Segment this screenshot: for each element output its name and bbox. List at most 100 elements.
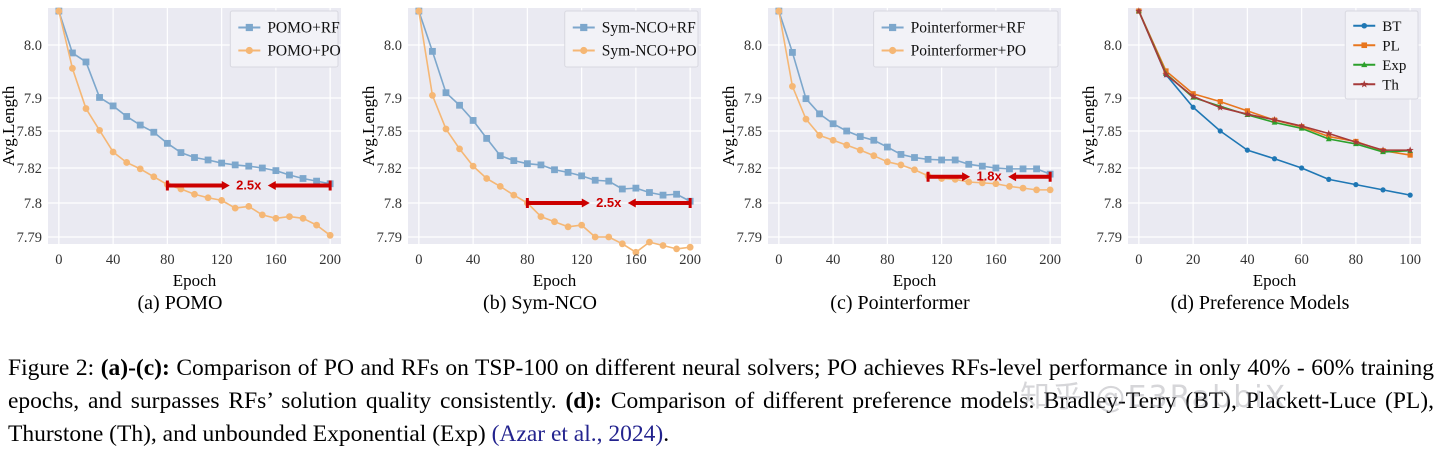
data-marker-triangle xyxy=(1271,119,1278,125)
chart-panel-d: 8.0 7.9 7.85 7.82 7.8 7.79 0 20 40 60 80 100 Epoch Av… xyxy=(1080,0,1440,290)
chart-panel-a: 2.5x 8.0 7.9 7.85 7.82 7.8 7.79 0 40 80 120 160 200 E… xyxy=(0,0,360,290)
y-tick-label: 7.79 xyxy=(17,230,42,246)
data-marker-circle xyxy=(510,191,518,199)
data-marker-circle xyxy=(856,146,864,154)
data-marker-square xyxy=(938,156,946,164)
legend-label: Sym-NCO+PO xyxy=(602,43,697,60)
x-tick-label: 80 xyxy=(520,252,535,268)
data-marker-circle xyxy=(1326,176,1332,182)
data-marker-square xyxy=(469,117,477,124)
caption-run: Comparison of PO and RFs on TSP-100 on d… xyxy=(8,355,1434,414)
data-marker-circle xyxy=(816,131,823,139)
data-marker-circle xyxy=(469,162,477,170)
annotation-speedup: 2.5x xyxy=(525,195,692,210)
data-marker-circle xyxy=(1380,187,1386,193)
x-tick-label: 80 xyxy=(1349,252,1364,268)
data-marker-square xyxy=(883,143,891,151)
legend-label: Exp xyxy=(1382,58,1406,74)
y-tick-label: 8.0 xyxy=(1104,38,1122,54)
data-marker-circle xyxy=(673,245,680,253)
plot-svg-panel-b: 2.5x 8.0 7.9 7.85 7.82 7.8 7.79 0 40 80 120 160 200 E… xyxy=(360,7,701,290)
data-marker-circle xyxy=(96,126,103,134)
annotation-label: 1.8x xyxy=(976,169,1002,184)
data-marker-circle xyxy=(870,152,878,160)
data-marker-circle xyxy=(605,233,613,241)
data-marker-circle xyxy=(191,190,198,198)
data-marker-circle xyxy=(218,196,226,204)
data-marker-square xyxy=(1361,42,1368,49)
x-tick-label: 120 xyxy=(211,252,233,268)
y-axis-title: Avg.Length xyxy=(0,85,18,166)
x-tick-label: 80 xyxy=(880,252,895,268)
plot-svg-panel-c: 1.8x 8.0 7.9 7.85 7.82 7.8 7.79 0 40 80 120 160 200 E… xyxy=(720,7,1061,290)
data-marker-circle xyxy=(136,165,144,173)
data-marker-circle xyxy=(829,136,837,144)
y-axis-ticks: 8.0 7.9 7.85 7.82 7.8 7.79 xyxy=(1097,38,1122,246)
data-marker-square xyxy=(870,136,878,144)
legend-label: Pointerformer+PO xyxy=(911,43,1027,60)
data-marker-square xyxy=(313,177,320,185)
x-tick-label: 40 xyxy=(1240,252,1255,268)
annotation-label: 2.5x xyxy=(236,177,262,192)
data-marker-circle xyxy=(245,203,253,210)
y-tick-label: 7.85 xyxy=(17,124,42,140)
annotation-label: 2.5x xyxy=(596,195,622,210)
y-tick-label: 7.85 xyxy=(377,124,402,140)
data-marker-circle xyxy=(564,223,572,231)
data-marker-circle xyxy=(632,248,640,256)
y-tick-label: 7.82 xyxy=(737,161,762,177)
series-th xyxy=(1135,7,1414,154)
data-marker-square xyxy=(802,95,810,103)
series-sym-nco-rf xyxy=(415,7,694,205)
data-marker-circle xyxy=(429,91,436,99)
data-marker-circle xyxy=(965,178,973,186)
data-marker-square xyxy=(496,152,504,160)
x-tick-label: 80 xyxy=(160,252,175,268)
chart-panel-b: 2.5x 8.0 7.9 7.85 7.82 7.8 7.79 0 40 80 120 160 200 E… xyxy=(360,0,720,290)
data-marker-circle xyxy=(109,148,117,156)
data-marker-square xyxy=(889,23,897,32)
data-marker-square xyxy=(843,127,851,135)
caption-citation-link[interactable]: (Azar et al., 2024) xyxy=(491,421,664,447)
data-marker-square xyxy=(551,166,558,174)
y-axis-title: Avg.Length xyxy=(360,85,378,166)
data-marker-star xyxy=(1270,116,1279,123)
data-marker-circle xyxy=(55,7,63,15)
x-tick-label: 160 xyxy=(265,252,287,268)
y-axis-ticks: 8.0 7.9 7.85 7.82 7.8 7.79 xyxy=(737,38,762,246)
data-marker-square xyxy=(123,113,131,120)
data-marker-star xyxy=(1352,138,1360,146)
data-marker-square xyxy=(245,162,253,170)
y-tick-label: 7.8 xyxy=(744,196,762,212)
data-marker-square xyxy=(564,168,572,176)
legend-label: Pointerformer+RF xyxy=(911,20,1026,37)
data-marker-circle xyxy=(326,231,334,239)
data-marker-circle xyxy=(1361,22,1368,29)
data-marker-circle xyxy=(578,221,586,229)
data-marker-circle xyxy=(313,221,320,229)
y-axis-title: Avg.Length xyxy=(1080,85,1098,166)
x-tick-label: 200 xyxy=(319,252,341,268)
x-axis-ticks: 0 40 80 120 160 200 xyxy=(415,252,701,268)
data-marker-circle xyxy=(618,240,626,248)
data-marker-circle xyxy=(258,211,266,219)
data-marker-circle xyxy=(456,145,463,153)
data-marker-square xyxy=(789,49,796,56)
data-marker-square xyxy=(856,133,864,140)
annotation-arrowhead-left xyxy=(627,198,636,208)
data-marker-circle xyxy=(1217,128,1223,134)
data-marker-square xyxy=(951,156,959,164)
x-tick-label: 0 xyxy=(55,252,62,268)
data-marker-square xyxy=(510,157,518,164)
x-tick-label: 0 xyxy=(1135,252,1142,268)
x-axis-title: Epoch xyxy=(173,271,217,290)
x-tick-label: 120 xyxy=(571,252,593,268)
data-marker-circle xyxy=(911,166,918,174)
y-tick-label: 7.9 xyxy=(1104,91,1122,107)
y-tick-label: 7.79 xyxy=(1097,230,1122,246)
caption-run: . xyxy=(663,421,670,447)
caption-run: Comparison of different preference model… xyxy=(8,388,1434,447)
y-axis-title: Avg.Length xyxy=(720,85,738,166)
data-marker-circle xyxy=(551,218,558,226)
data-marker-square xyxy=(245,23,253,32)
